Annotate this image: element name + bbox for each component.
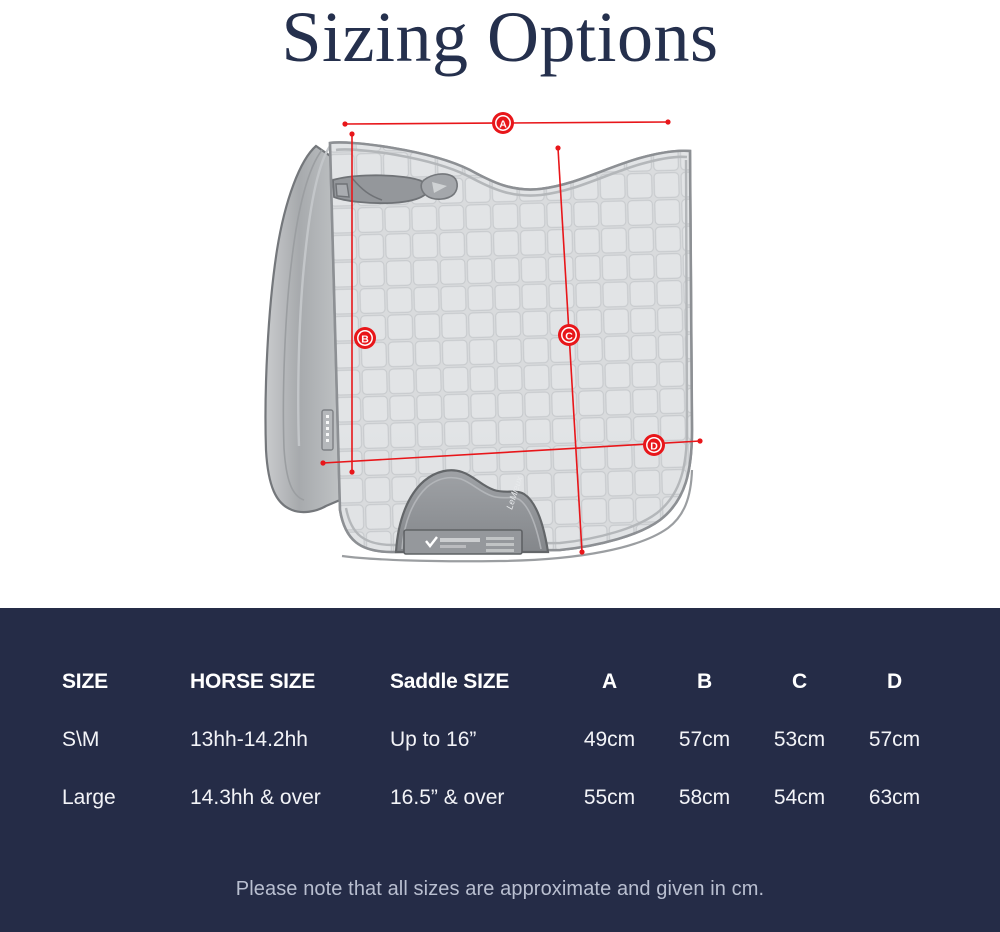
marker-c-label: C [565,331,573,343]
marker-d: D [643,434,665,456]
page-title: Sizing Options [281,0,719,77]
d-ring-tab [420,173,458,200]
cell-c: 53cm [773,728,826,751]
saddle-pad-diagram: LeMieux [264,112,703,563]
cell-c: 54cm [773,786,826,809]
diagram-panel: Sizing Options [264,0,719,563]
cell-a: 49cm [583,728,636,751]
girth-panel: LeMieux [394,469,550,555]
cell-d: 63cm [868,786,921,809]
table-row: Large 14.3hh & over 16.5” & over 55cm 58… [62,786,942,810]
column-header-c: C [792,670,807,693]
table-row: S\M 13hh-14.2hh Up to 16” 49cm 57cm 53cm… [62,728,942,786]
cell-saddle-size: Up to 16” [390,728,477,751]
cell-d: 57cm [868,728,921,751]
marker-b-label: B [361,334,369,346]
column-header-a: A [602,670,617,693]
size-table: SIZE HORSE SIZE Saddle SIZE A B C D S\M … [62,670,942,810]
column-header-horse-size: HORSE SIZE [190,670,316,693]
spec-band: SIZE HORSE SIZE Saddle SIZE A B C D S\M … [0,608,1000,932]
spec-note: Please note that all sizes are approxima… [235,878,765,900]
measure-line-d [322,440,701,464]
cell-b: 57cm [678,728,731,751]
quilting-texture [330,142,692,552]
measurement-endpoints [320,119,703,555]
table-header-row: SIZE HORSE SIZE Saddle SIZE A B C D [62,670,942,728]
marker-a: A [492,112,514,134]
column-header-saddle-size: Saddle SIZE [390,670,510,693]
pad-body [328,141,694,563]
cell-b: 58cm [678,786,731,809]
column-header-b: B [697,670,712,693]
marker-c: C [558,324,580,346]
measure-line-c [557,147,583,553]
cell-size: S\M [62,728,100,751]
marker-a-label: A [499,119,507,131]
side-brand-tag [321,409,334,451]
column-header-d: D [887,670,902,693]
marker-d-label: D [650,441,658,453]
care-label [403,529,523,555]
cell-horse-size: 14.3hh & over [190,786,321,809]
cell-a: 55cm [583,786,636,809]
cell-saddle-size: 16.5” & over [390,786,505,809]
marker-b: B [354,327,376,349]
column-header-size: SIZE [62,670,108,693]
cell-size: Large [62,786,116,809]
cell-horse-size: 13hh-14.2hh [190,728,308,751]
billet-keeper-strap [332,174,430,205]
pad-front-flap [264,144,342,514]
